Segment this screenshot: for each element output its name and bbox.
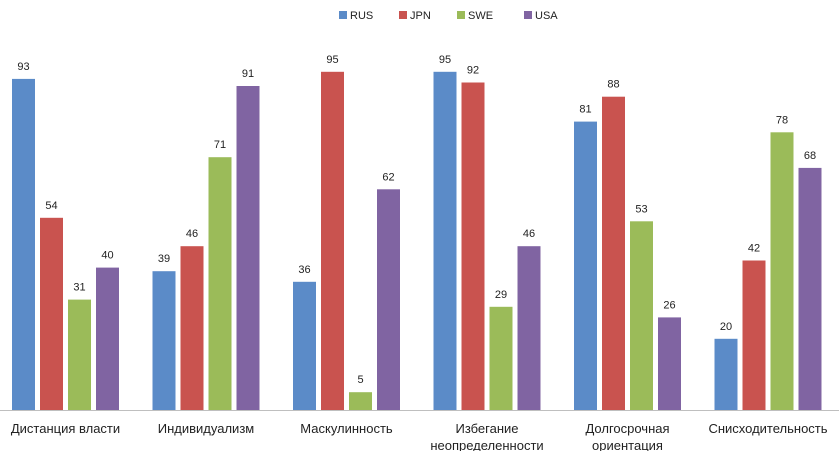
data-label-rus-3: 95 <box>439 54 451 66</box>
bar-usa-2 <box>377 189 400 410</box>
legend-swatch-usa <box>524 11 532 19</box>
bar-rus-1 <box>152 271 176 410</box>
data-label-jpn-3: 92 <box>467 65 479 77</box>
data-label-swe-0: 31 <box>73 282 85 294</box>
data-label-usa-2: 62 <box>382 171 394 183</box>
bar-swe-1 <box>208 157 232 410</box>
data-label-usa-5: 68 <box>804 150 816 162</box>
data-label-jpn-0: 54 <box>45 200 57 212</box>
bar-swe-2 <box>349 392 372 410</box>
data-label-swe-4: 53 <box>635 203 647 215</box>
bar-usa-1 <box>236 86 260 410</box>
bar-usa-3 <box>517 246 541 410</box>
data-label-rus-0: 93 <box>17 61 29 73</box>
category-label-5: Снисходительность <box>708 421 827 436</box>
legend-swatch-rus <box>339 11 347 19</box>
bar-jpn-5 <box>742 260 766 410</box>
data-labels-group: 93 54 31 40 39 46 71 91 36 95 5 62 95 92 29 46 81 88 53 26 2… <box>17 54 816 386</box>
data-label-rus-5: 20 <box>720 321 732 333</box>
legend: RUS JPN SWE USA <box>339 10 558 22</box>
bars-group <box>12 71 822 411</box>
legend-label-jpn: JPN <box>410 10 431 22</box>
bar-jpn-2 <box>321 71 344 411</box>
bar-swe-4 <box>630 221 653 410</box>
data-label-swe-5: 78 <box>776 114 788 126</box>
category-label-1: Индивидуализм <box>158 421 255 436</box>
category-label-0: Дистанция власти <box>11 421 120 436</box>
data-label-usa-4: 26 <box>663 299 675 311</box>
legend-label-rus: RUS <box>350 10 373 22</box>
bar-swe-0 <box>68 299 91 410</box>
bar-rus-5 <box>714 338 738 410</box>
bar-usa-4 <box>658 317 681 410</box>
data-label-rus-4: 81 <box>579 104 591 116</box>
data-label-jpn-2: 95 <box>326 54 338 66</box>
data-label-rus-2: 36 <box>298 264 310 276</box>
data-label-usa-0: 40 <box>101 250 113 262</box>
bar-swe-5 <box>770 132 794 411</box>
legend-swatch-jpn <box>399 11 407 19</box>
bar-jpn-1 <box>180 246 204 410</box>
bar-rus-2 <box>293 281 316 410</box>
data-label-rus-1: 39 <box>158 253 170 265</box>
category-label-2: Маскулинность <box>300 421 393 436</box>
bar-swe-3 <box>489 306 513 410</box>
data-label-swe-3: 29 <box>495 289 507 301</box>
bar-rus-3 <box>433 71 457 411</box>
data-label-swe-2: 5 <box>357 374 363 386</box>
data-label-usa-1: 91 <box>242 68 254 80</box>
data-label-jpn-4: 88 <box>607 79 619 91</box>
bar-usa-0 <box>96 267 119 410</box>
legend-label-usa: USA <box>535 10 558 22</box>
bar-rus-4 <box>574 121 597 410</box>
category-label-3: Избегание неопределенности <box>430 421 543 451</box>
bar-rus-0 <box>12 78 35 411</box>
data-label-jpn-5: 42 <box>748 243 760 255</box>
data-label-swe-1: 71 <box>214 139 226 151</box>
data-label-usa-3: 46 <box>523 228 535 240</box>
legend-swatch-swe <box>457 11 465 19</box>
bar-jpn-4 <box>602 96 625 410</box>
legend-label-swe: SWE <box>468 10 493 22</box>
data-label-jpn-1: 46 <box>186 228 198 240</box>
bar-jpn-3 <box>461 82 485 410</box>
bar-usa-5 <box>798 167 822 410</box>
category-label-4: Долгосрочная ориентация <box>585 421 669 451</box>
bar-jpn-0 <box>40 217 63 410</box>
category-labels-group: Дистанция власти Индивидуализм Маскулиннос… <box>11 421 828 451</box>
